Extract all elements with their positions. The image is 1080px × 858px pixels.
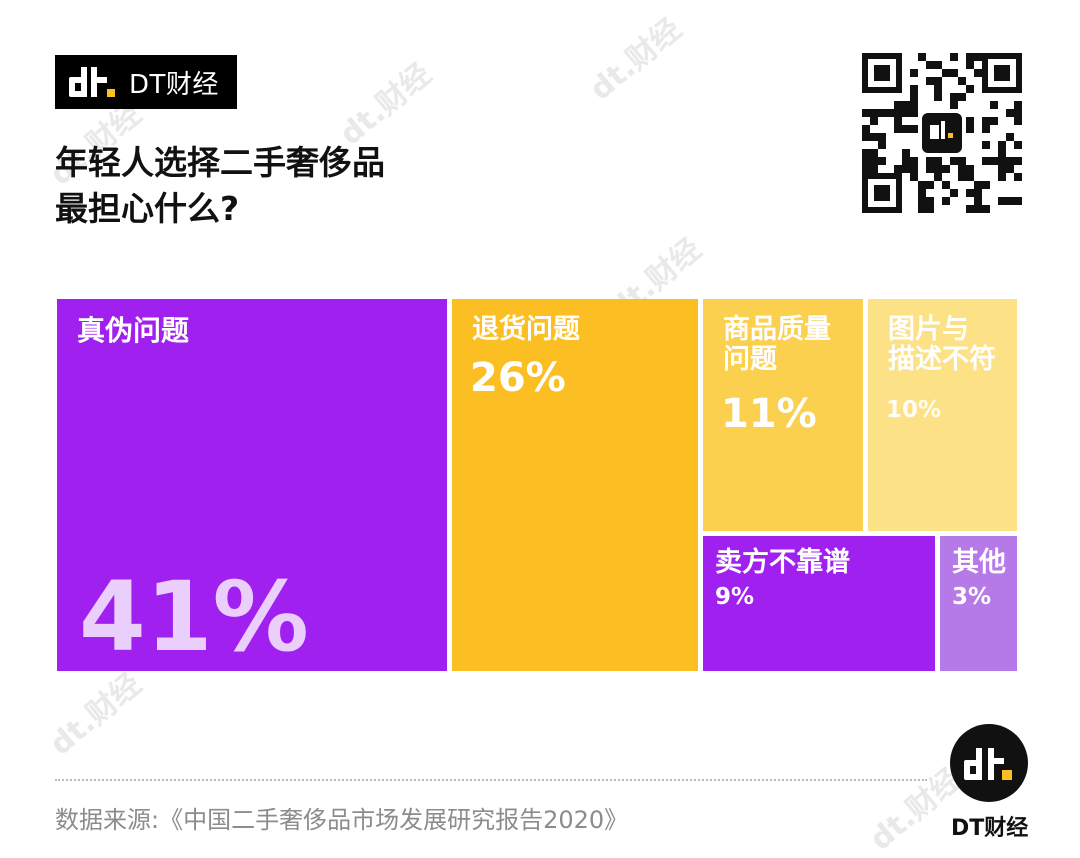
- chart-title-line-2: 最担心什么?: [55, 189, 240, 228]
- treemap-tile: 其他 3%: [940, 536, 1017, 671]
- treemap-tile-value: 41%: [79, 561, 309, 671]
- treemap-tile-label: 卖方不靠谱: [715, 547, 850, 578]
- treemap-tile-label: 退货问题: [472, 314, 580, 345]
- treemap-tile-value: 10%: [886, 397, 942, 423]
- dt-logo-icon: [69, 67, 115, 97]
- treemap: 真伪问题 41% 退货问题 26% 商品质量 问题 11% 图片与 描述不符 10% 卖方不靠谱 9%…: [57, 299, 1017, 671]
- watermark: dt.财经: [43, 666, 149, 763]
- treemap-tile-value: 9%: [715, 584, 755, 610]
- treemap-tile-label-line: 描述不符: [888, 344, 996, 376]
- treemap-tile-label-line: 卖方不靠谱: [715, 547, 850, 578]
- chart-title: 年轻人选择二手奢侈品 最担心什么?: [55, 140, 385, 232]
- treemap-tile: 商品质量 问题 11%: [703, 299, 863, 531]
- treemap-tile-label: 真伪问题: [77, 314, 190, 347]
- treemap-tile-label-line: 商品质量: [723, 314, 831, 345]
- treemap-tile-value: 3%: [952, 584, 992, 610]
- dt-logo-icon: [950, 724, 1028, 802]
- watermark: dt.财经: [583, 11, 689, 108]
- treemap-tile-label-line: 图片与: [888, 314, 969, 345]
- treemap-tile-label: 其他: [952, 547, 1006, 578]
- treemap-tile: 退货问题 26%: [452, 299, 698, 671]
- treemap-tile-label-line: 真伪问题: [77, 314, 190, 347]
- treemap-tile: 卖方不靠谱 9%: [703, 536, 935, 671]
- chart-title-line-1: 年轻人选择二手奢侈品: [55, 143, 385, 182]
- treemap-tile: 真伪问题 41%: [57, 299, 447, 671]
- treemap-tile-label-line: 退货问题: [472, 314, 580, 345]
- treemap-tile-value: 11%: [721, 391, 817, 437]
- treemap-tile-label: 商品质量 问题: [723, 314, 831, 376]
- treemap-tile-value: 26%: [470, 355, 566, 401]
- brand-badge: DT财经: [55, 55, 237, 109]
- brand-name: DT财经: [129, 69, 219, 100]
- source-note: 数据来源:《中国二手奢侈品市场发展研究报告2020》: [55, 806, 629, 834]
- watermark: dt.财经: [333, 56, 439, 153]
- footer-brand-name: DT财经: [951, 816, 1029, 841]
- treemap-tile-label: 图片与 描述不符: [888, 314, 996, 376]
- treemap-tile: 图片与 描述不符 10%: [868, 299, 1017, 531]
- treemap-tile-label-line: 其他: [952, 547, 1006, 578]
- divider: [55, 779, 927, 781]
- qr-code-icon: [862, 53, 1022, 213]
- treemap-tile-label-line: 问题: [723, 344, 777, 376]
